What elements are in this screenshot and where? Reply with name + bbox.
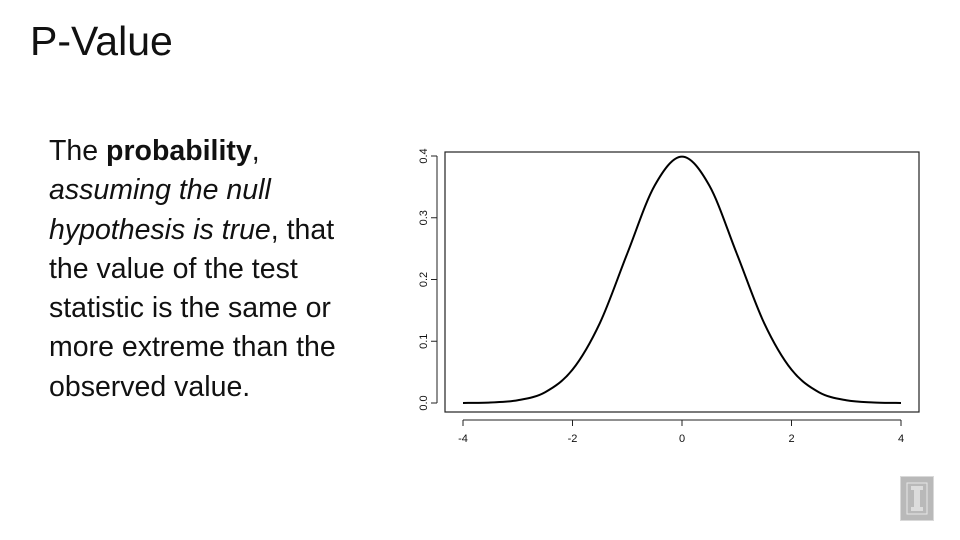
slide-title: P-Value	[30, 18, 173, 64]
definition-comma: ,	[251, 135, 260, 167]
university-block-i-icon	[900, 476, 934, 521]
x-tick-label: 2	[788, 433, 794, 445]
x-tick-label: -2	[568, 433, 578, 445]
x-tick-label: 4	[898, 433, 904, 445]
y-axis: 0.0 0.1 0.2 0.3 0.4	[418, 148, 438, 411]
x-tick-label: 0	[679, 433, 685, 445]
definition-text-start: The	[49, 135, 107, 167]
density-curve	[462, 155, 902, 404]
normal-distribution-chart: -4 -2 0 2 4 0.0 0.1 0.2 0.3 0.4	[418, 148, 920, 445]
plot-frame	[444, 151, 920, 413]
x-axis: -4 -2 0 2 4	[458, 419, 904, 445]
definition-italic-phrase: assuming the null hypothesis is true	[49, 174, 271, 246]
y-tick-label: 0.4	[418, 148, 430, 163]
y-tick-label: 0.2	[418, 272, 430, 287]
y-tick-label: 0.3	[418, 210, 430, 225]
definition-bold-term: probability	[106, 135, 252, 167]
definition-text-end: , that the value of the test statistic i…	[49, 213, 336, 403]
y-tick-label: 0.1	[418, 334, 430, 349]
x-tick-label: -4	[458, 433, 468, 445]
p-value-definition: The probability, assuming the null hypot…	[49, 132, 369, 407]
y-tick-label: 0.0	[418, 395, 430, 410]
